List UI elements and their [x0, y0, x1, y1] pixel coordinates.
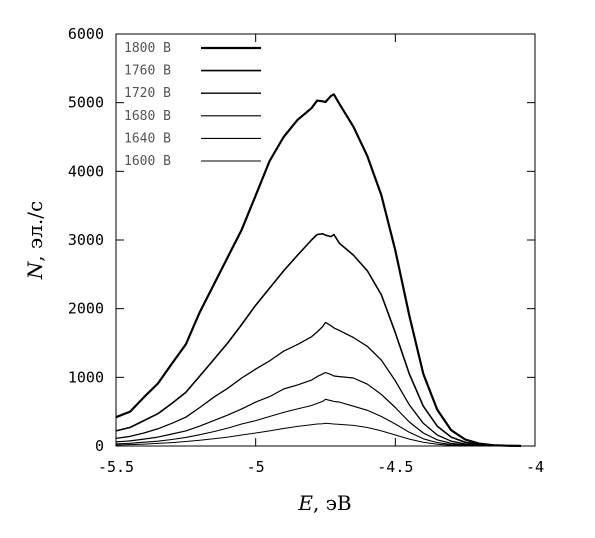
legend-label: 1640 В [124, 131, 171, 146]
x-tick-label: -5 [247, 458, 265, 476]
series-layer [115, 93, 522, 447]
plot-area-frame [115, 33, 536, 447]
x-axis-label-variable: E [297, 491, 313, 515]
y-axis-label-variable: N [23, 260, 47, 280]
legend-label: 1760 В [124, 64, 171, 79]
y-tick-label: 1000 [68, 368, 104, 386]
y-tick-label: 4000 [68, 162, 104, 180]
series-line [115, 371, 522, 447]
series-line [115, 233, 522, 447]
legend-label: 1680 В [124, 109, 171, 124]
series-line [115, 93, 522, 447]
y-tick-label: 5000 [68, 94, 104, 112]
x-tick-label: -4 [526, 458, 544, 476]
series-line [115, 321, 521, 447]
y-tick-label: 3000 [68, 231, 104, 249]
series-line [115, 422, 521, 447]
ticks-layer: -5.5 -5 -4.5 -4 0 1000 2000 3000 4000 5000 6000 [68, 25, 544, 476]
x-axis-label: E, эВ [297, 491, 351, 515]
y-axis-label-unit: , эл./с [23, 201, 47, 262]
x-axis-label-unit: , эВ [313, 491, 352, 515]
legend-label: 1800 В [124, 41, 171, 56]
y-axis-label: N, эл./с [23, 201, 47, 280]
y-tick-label: 2000 [68, 300, 104, 318]
series-line [115, 398, 521, 447]
x-tick-label: -5.5 [98, 458, 134, 476]
legend-label: 1600 В [124, 154, 171, 169]
y-tick-label: 6000 [68, 25, 104, 43]
legend: 1800 В 1760 В 1720 В 1680 В 1640 В 1600 В [124, 41, 261, 169]
y-tick-label: 0 [95, 437, 104, 455]
legend-label: 1720 В [124, 86, 171, 101]
x-tick-label: -4.5 [377, 458, 413, 476]
